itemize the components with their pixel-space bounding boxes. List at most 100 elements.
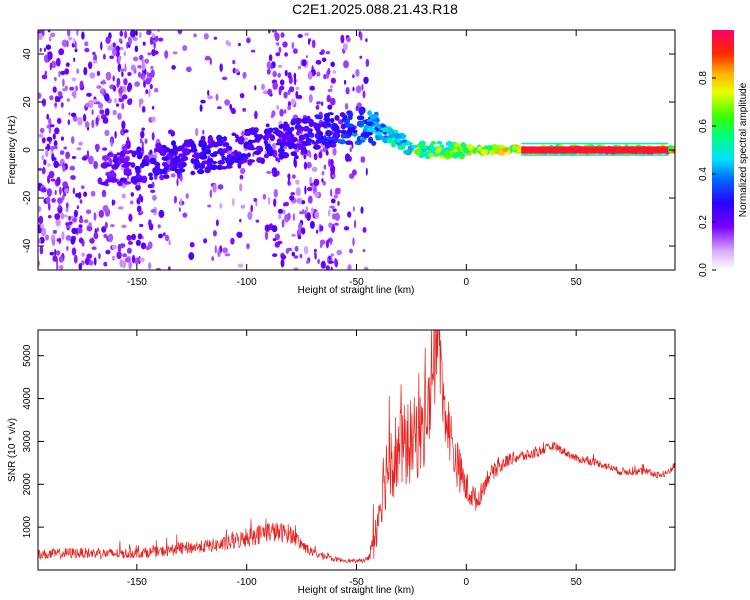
noise-cell — [110, 138, 113, 148]
x-tick-label: -150 — [127, 277, 147, 288]
ridge-cell — [358, 107, 365, 115]
ridge-cell — [332, 131, 341, 139]
ridge-cell — [293, 145, 298, 150]
noise-cell — [53, 140, 58, 147]
ridge-cell — [162, 147, 171, 153]
noise-cell — [157, 224, 161, 229]
noise-cell — [149, 83, 153, 90]
ridge-cell — [119, 177, 128, 183]
noise-cell — [151, 116, 156, 123]
noise-cell — [123, 78, 128, 86]
noise-cell — [311, 166, 318, 172]
ridge-cell — [246, 143, 254, 150]
noise-cell — [58, 48, 65, 56]
ridge-cell — [114, 161, 120, 168]
noise-cell — [73, 209, 78, 218]
ridge-cell — [121, 163, 130, 168]
noise-cell — [55, 57, 61, 67]
noise-cell — [50, 60, 57, 69]
ridge-cell — [443, 150, 451, 157]
noise-cell — [267, 88, 273, 96]
noise-cell — [330, 198, 336, 204]
ridge-cell — [210, 153, 215, 158]
noise-cell — [132, 56, 139, 62]
noise-cell — [334, 222, 339, 226]
noise-cell — [307, 195, 313, 204]
noise-cell — [309, 220, 315, 229]
carrier-band — [521, 146, 669, 154]
noise-cell — [141, 105, 146, 113]
ridge-cell — [245, 130, 253, 134]
noise-cell — [305, 55, 308, 59]
noise-cell — [332, 208, 337, 212]
noise-cell — [55, 218, 61, 227]
noise-cell — [329, 205, 335, 209]
noise-cell — [107, 233, 114, 243]
noise-cell — [254, 85, 257, 91]
ridge-cell — [352, 129, 358, 134]
noise-cell — [38, 167, 43, 171]
noise-cell — [127, 240, 133, 245]
noise-cell — [153, 40, 156, 50]
noise-cell — [167, 266, 171, 270]
noise-cell — [112, 47, 117, 57]
ridge-cell — [199, 154, 208, 160]
ridge-cell — [262, 134, 270, 141]
noise-cell — [95, 101, 101, 105]
noise-cell — [70, 215, 74, 219]
noise-cell — [52, 229, 58, 234]
ridge-cell — [141, 159, 148, 166]
noise-cell — [104, 108, 110, 116]
noise-cell — [147, 52, 152, 56]
ridge-cell — [407, 141, 413, 146]
noise-cell — [83, 219, 89, 224]
noise-cell — [330, 84, 333, 89]
noise-cell — [96, 70, 101, 76]
noise-cell — [318, 151, 323, 159]
noise-cell — [171, 65, 176, 70]
noise-cell — [278, 213, 282, 220]
noise-cell — [149, 75, 152, 82]
noise-cell — [138, 193, 142, 200]
noise-cell — [59, 150, 65, 156]
ridge-cell — [229, 159, 233, 166]
ridge-cell — [168, 148, 176, 155]
noise-cell — [58, 70, 61, 78]
noise-cell — [138, 212, 143, 216]
y-tick-label: 5000 — [22, 344, 33, 367]
noise-cell — [100, 41, 103, 51]
noise-cell — [330, 61, 336, 68]
noise-cell — [60, 136, 64, 141]
noise-cell — [135, 239, 141, 246]
noise-cell — [57, 197, 63, 204]
noise-cell — [115, 45, 120, 52]
noise-cell — [126, 247, 132, 254]
ridge-cell — [224, 165, 233, 169]
noise-cell — [51, 198, 56, 203]
noise-cell — [128, 213, 133, 222]
noise-cell — [47, 163, 51, 167]
noise-cell — [78, 218, 84, 224]
noise-cell — [150, 209, 156, 213]
noise-cell — [40, 187, 47, 193]
noise-cell — [164, 50, 169, 59]
ridge-cell — [403, 142, 408, 146]
noise-cell — [304, 185, 307, 195]
noise-cell — [217, 106, 222, 110]
noise-cell — [41, 137, 46, 144]
noise-cell — [296, 94, 303, 100]
noise-cell — [66, 246, 69, 251]
noise-cell — [137, 65, 142, 69]
noise-cell — [112, 42, 116, 48]
noise-cell — [177, 30, 183, 35]
noise-cell — [109, 55, 114, 59]
noise-cell — [54, 76, 57, 82]
spectrogram-panel: -150 -100 -50 0 50 -40 -20 0 20 40 Height of str… — [7, 29, 676, 296]
noise-cell — [316, 101, 321, 105]
noise-cell — [146, 71, 149, 78]
y-tick-label: 2000 — [22, 473, 33, 496]
ridge-cell — [453, 148, 458, 153]
noise-cell — [65, 62, 70, 67]
noise-cell — [290, 98, 296, 106]
noise-cell — [39, 245, 44, 255]
